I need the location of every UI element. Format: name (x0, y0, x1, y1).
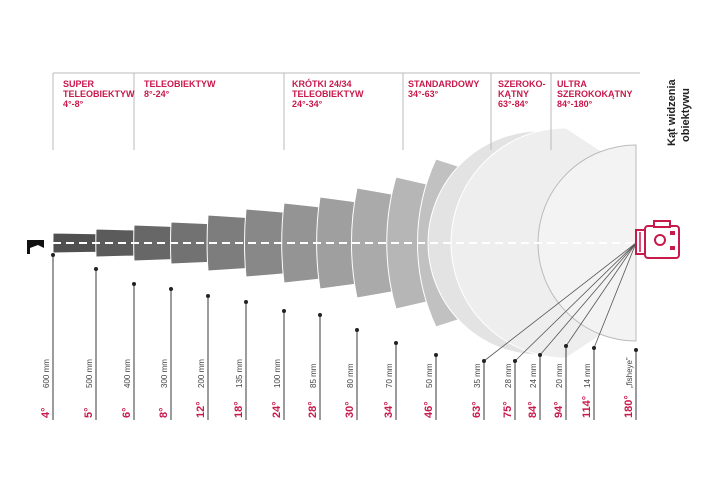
focal-marker-dot (394, 341, 398, 345)
lens-labels: 600 mm 4° 500 mm 5° 400 mm 6° 300 mm 8° 200 mm 12… (40, 357, 635, 418)
focal-length-label: 400 mm (123, 359, 132, 388)
category-label: ULTRA SZEROKOKĄTNY 84°-180° (557, 79, 633, 109)
focal-length-label: 500 mm (85, 359, 94, 388)
category-range: 8°-24° (144, 89, 170, 99)
focal-length-label: 70 mm (385, 363, 394, 388)
focal-length-label: 14 mm (583, 363, 592, 388)
category-name: SZEROKO- KĄTNY (498, 79, 546, 99)
angle-label: 46° (423, 401, 435, 418)
angle-ray (539, 242, 637, 356)
focal-length-label: 600 mm (42, 359, 51, 388)
focal-length-label: 200 mm (197, 359, 206, 388)
focal-marker-dot (592, 346, 596, 350)
focal-marker-dot (482, 359, 486, 363)
focal-length-label: 20 mm (555, 363, 564, 388)
category-range: 63°-84° (498, 99, 529, 109)
category-range: 34°-63° (408, 89, 439, 99)
category-name: KRÓTKI 24/34 TELEOBIEKTYW (292, 79, 364, 99)
focal-drop-lines (51, 253, 638, 420)
focal-marker-dot (513, 359, 517, 363)
focal-length-label: 28 mm (504, 363, 513, 388)
category-label: KRÓTKI 24/34 TELEOBIEKTYW 24°-34° (292, 79, 364, 109)
category-name: SUPER TELEOBIEKTYW (63, 79, 135, 99)
category-name: TELEOBIEKTYW (144, 79, 216, 89)
angle-label: 63° (471, 401, 483, 418)
angle-label: 28° (307, 401, 319, 418)
angle-ray (565, 242, 637, 347)
focal-length-label: 35 mm (473, 363, 482, 388)
focal-marker-dot (132, 282, 136, 286)
subject-flag-icon (27, 240, 44, 254)
title-line-2: obiektywu (680, 88, 692, 142)
category-label: SZEROKO- KĄTNY 63°-84° (498, 79, 546, 109)
angle-label: 24° (271, 401, 283, 418)
category-range: 24°-34° (292, 99, 323, 109)
focal-marker-dot (51, 253, 55, 257)
category-name: STANDARDOWY (408, 79, 480, 89)
category-brackets (52, 72, 640, 150)
category-label: STANDARDOWY 34°-63° (408, 79, 479, 99)
focal-length-label: 135 mm (235, 359, 244, 388)
focal-length-label: 50 mm (425, 363, 434, 388)
focal-length-label: 300 mm (160, 359, 169, 388)
category-label: TELEOBIEKTYW 8°-24° (144, 79, 216, 99)
category-name: ULTRA SZEROKOKĄTNY (557, 79, 633, 99)
angle-label: 30° (344, 401, 356, 418)
category-label: SUPER TELEOBIEKTYW 4°-8° (63, 79, 135, 109)
focal-marker-dot (94, 267, 98, 271)
focal-marker-dot (282, 309, 286, 313)
focal-length-label: „fisheye” (625, 357, 634, 388)
focal-length-label: 85 mm (309, 363, 318, 388)
focal-marker-dot (538, 353, 542, 357)
angle-label: 18° (233, 401, 245, 418)
focal-marker-dot (169, 287, 173, 291)
focal-marker-dot (318, 313, 322, 317)
angle-wedge (95, 228, 135, 258)
angle-label: 4° (40, 407, 52, 418)
camera-icon (635, 220, 680, 259)
focal-length-label: 80 mm (346, 363, 355, 388)
angle-ray (514, 242, 637, 362)
angle-ray (483, 242, 637, 362)
diagram-title: Kąt widzenia obiektywu (664, 74, 694, 146)
angle-label: 180° (623, 395, 635, 418)
angle-label: 34° (383, 401, 395, 418)
focal-length-label: 100 mm (273, 359, 282, 388)
focal-marker-dot (355, 328, 359, 332)
angle-ray (593, 242, 637, 349)
title-line-1: Kąt widzenia (666, 79, 678, 146)
angle-label: 84° (527, 401, 539, 418)
focal-marker-dot (434, 353, 438, 357)
angle-label: 75° (502, 401, 514, 418)
angle-label: 12° (195, 401, 207, 418)
category-range: 84°-180° (557, 99, 593, 109)
angle-wedge (133, 224, 172, 262)
angle-label: 6° (121, 407, 133, 418)
focal-length-label: 24 mm (529, 363, 538, 388)
category-range: 4°-8° (63, 99, 84, 109)
angle-label: 114° (581, 396, 593, 418)
angle-label: 5° (83, 407, 95, 418)
focal-marker-dot (244, 300, 248, 304)
focal-marker-dot (564, 344, 568, 348)
angle-label: 94° (553, 401, 565, 418)
angle-wedges (52, 127, 638, 362)
focal-marker-dot (634, 348, 638, 352)
angle-label: 8° (158, 407, 170, 418)
focal-marker-dot (206, 294, 210, 298)
